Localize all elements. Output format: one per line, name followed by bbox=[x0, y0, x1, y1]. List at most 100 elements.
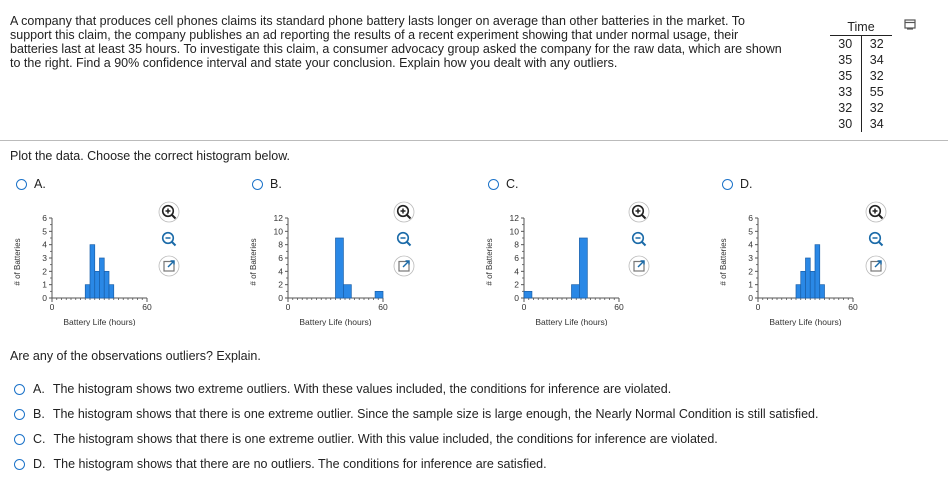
zoom-in-icon[interactable] bbox=[158, 201, 180, 223]
y-tick-label: 2 bbox=[278, 280, 283, 290]
answer-c-letter: C. bbox=[33, 432, 46, 446]
answer-c-text: The histogram shows that there is one ex… bbox=[53, 432, 718, 446]
y-tick-label: 0 bbox=[748, 293, 753, 303]
choice-b-label: B. bbox=[270, 177, 282, 191]
x-tick-label: 0 bbox=[756, 302, 761, 312]
histogram-bar bbox=[809, 270, 816, 299]
histogram-bar bbox=[343, 284, 352, 299]
radio-c[interactable] bbox=[488, 178, 499, 190]
zoom-out-icon[interactable] bbox=[158, 228, 180, 250]
y-axis-label: # of Batteries bbox=[13, 238, 22, 285]
y-tick-label: 4 bbox=[748, 240, 753, 250]
table-cell: 32 bbox=[838, 101, 853, 115]
table-cell: 55 bbox=[869, 85, 884, 99]
answer-radio-a[interactable] bbox=[14, 383, 25, 395]
histogram-c: # of Batteries 12 10 8 6 4 2 0 0 60 Battery Life (… bbox=[482, 201, 682, 326]
y-tick-label: 6 bbox=[748, 213, 753, 223]
expand-icon[interactable] bbox=[393, 255, 415, 277]
y-tick-label: 4 bbox=[278, 266, 283, 276]
x-tick-label: 60 bbox=[142, 302, 152, 312]
expand-icon[interactable] bbox=[158, 255, 180, 277]
zoom-out-icon[interactable] bbox=[628, 228, 650, 250]
x-tick-label: 60 bbox=[614, 302, 624, 312]
histogram-bar bbox=[335, 237, 344, 299]
answer-c[interactable]: C. The histogram shows that there is one… bbox=[14, 432, 718, 446]
table-cell: 30 bbox=[838, 117, 853, 131]
choice-d[interactable]: D. bbox=[722, 177, 753, 191]
choice-c-label: C. bbox=[506, 177, 519, 191]
y-tick-label: 0 bbox=[514, 293, 519, 303]
answer-d-letter: D. bbox=[33, 457, 46, 471]
answer-radio-d[interactable] bbox=[14, 458, 25, 470]
histogram-bar bbox=[819, 284, 825, 299]
expand-icon[interactable] bbox=[628, 255, 650, 277]
plot-instruction: Plot the data. Choose the correct histog… bbox=[10, 149, 291, 163]
histogram-svg: # of Batteries 12 10 8 6 4 2 00 60 Battery Life (… bbox=[249, 213, 388, 326]
y-tick-label: 0 bbox=[278, 293, 283, 303]
table-cell: 32 bbox=[869, 101, 884, 115]
histogram-bar bbox=[579, 237, 588, 299]
radio-b[interactable] bbox=[252, 178, 263, 190]
answer-b-letter: B. bbox=[33, 407, 45, 421]
histogram-b: # of Batteries 12 10 8 6 4 2 0 0 60 Battery Life (… bbox=[246, 201, 446, 326]
table-cell: 34 bbox=[869, 53, 884, 67]
radio-a[interactable] bbox=[16, 178, 27, 190]
y-tick-label: 8 bbox=[514, 240, 519, 250]
x-axis-label: Battery Life (hours) bbox=[63, 317, 135, 326]
table-cell: 30 bbox=[838, 37, 853, 51]
histogram-svg: # of Batteries 6 5 4 3 2 1 00 60 Battery Life (ho… bbox=[13, 213, 152, 326]
y-tick-label: 12 bbox=[274, 213, 284, 223]
answer-d[interactable]: D. The histogram shows that there are no… bbox=[14, 457, 547, 471]
answer-a[interactable]: A. The histogram shows two extreme outli… bbox=[14, 382, 671, 396]
answer-b-text: The histogram shows that there is one ex… bbox=[52, 407, 819, 421]
table-cell: 35 bbox=[838, 53, 853, 67]
table-cell: 33 bbox=[838, 85, 853, 99]
histogram-svg: # of Batteries 12 10 8 6 4 2 00 60 Battery Life (… bbox=[485, 213, 624, 326]
y-tick-label: 2 bbox=[748, 266, 753, 276]
zoom-out-icon[interactable] bbox=[393, 228, 415, 250]
histogram-bar bbox=[805, 257, 811, 299]
choice-b[interactable]: B. bbox=[252, 177, 282, 191]
table-title: Time bbox=[847, 20, 875, 34]
histogram-svg: # of Batteries 6 5 4 3 2 1 00 60 Battery Life (ho… bbox=[719, 213, 858, 326]
problem-text: A company that produces cell phones clai… bbox=[10, 14, 782, 70]
histogram-bar bbox=[374, 290, 384, 299]
histogram-bar bbox=[89, 244, 96, 299]
choice-a-label: A. bbox=[34, 177, 46, 191]
y-tick-label: 8 bbox=[278, 240, 283, 250]
y-tick-label: 5 bbox=[748, 226, 753, 236]
window-restore-icon[interactable] bbox=[904, 19, 916, 30]
outlier-question: Are any of the observations outliers? Ex… bbox=[10, 349, 261, 363]
histogram-bar bbox=[800, 270, 806, 299]
y-tick-label: 10 bbox=[274, 226, 284, 236]
zoom-out-icon[interactable] bbox=[865, 228, 887, 250]
table-grid: 30 35 35 33 32 30 32 34 32 55 32 34 bbox=[830, 35, 892, 132]
histogram-bar bbox=[84, 284, 91, 299]
choice-c[interactable]: C. bbox=[488, 177, 519, 191]
y-tick-label: 1 bbox=[42, 280, 47, 290]
y-tick-label: 5 bbox=[42, 226, 47, 236]
zoom-in-icon[interactable] bbox=[628, 201, 650, 223]
x-tick-label: 0 bbox=[522, 302, 527, 312]
y-tick-label: 2 bbox=[42, 266, 47, 276]
answer-radio-b[interactable] bbox=[14, 408, 25, 420]
zoom-in-icon[interactable] bbox=[865, 201, 887, 223]
histogram-a: # of Batteries 6 5 4 3 2 1 0 0 60 Battery Life (ho… bbox=[10, 201, 210, 326]
y-axis-label: # of Batteries bbox=[249, 238, 258, 285]
x-tick-label: 0 bbox=[50, 302, 55, 312]
y-tick-label: 6 bbox=[278, 253, 283, 263]
histogram-bar bbox=[571, 284, 580, 299]
y-tick-label: 0 bbox=[42, 293, 47, 303]
choice-a[interactable]: A. bbox=[16, 177, 46, 191]
radio-d[interactable] bbox=[722, 178, 733, 190]
answer-a-text: The histogram shows two extreme outliers… bbox=[52, 382, 672, 396]
table-cell: 32 bbox=[869, 69, 884, 83]
y-tick-label: 10 bbox=[510, 226, 520, 236]
zoom-in-icon[interactable] bbox=[393, 201, 415, 223]
table-cell: 32 bbox=[869, 37, 884, 51]
answer-b[interactable]: B. The histogram shows that there is one… bbox=[14, 407, 818, 421]
answer-radio-c[interactable] bbox=[14, 433, 25, 445]
expand-icon[interactable] bbox=[865, 255, 887, 277]
histogram-bar bbox=[94, 270, 100, 299]
choice-d-label: D. bbox=[740, 177, 753, 191]
